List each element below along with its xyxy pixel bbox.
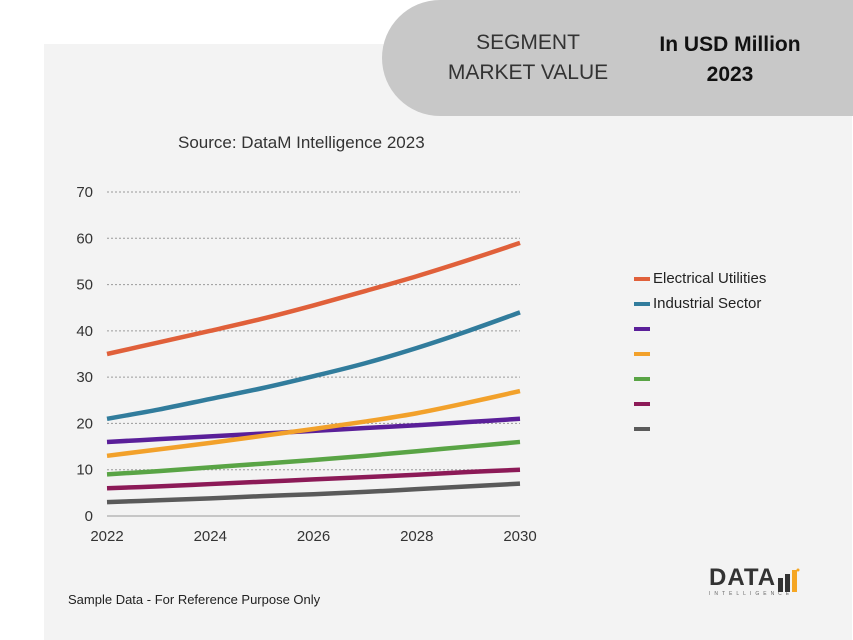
series-line-2	[106, 310, 521, 422]
chart-title: Source: DataM Intelligence 2023	[178, 133, 425, 152]
datam-logo: DATA INTELLIGENCE	[709, 564, 800, 597]
legend-item-6	[634, 391, 766, 416]
segment-heading-line1: SEGMENT	[476, 31, 580, 54]
legend-item-3	[634, 316, 766, 341]
legend-item-5	[634, 366, 766, 391]
y-tick-label: 50	[76, 277, 93, 294]
legend-label: Electrical Utilities	[653, 270, 767, 287]
legend-swatch	[634, 351, 650, 356]
chart-legend: Electrical Utilities Industrial Sector	[634, 266, 766, 441]
legend-swatch	[634, 376, 650, 381]
x-tick-label: 2022	[90, 528, 123, 545]
currency-heading: In USD Million 2023	[640, 30, 820, 90]
y-tick-label: 60	[76, 230, 93, 247]
x-tick-label: 2028	[400, 528, 433, 545]
y-tick-label: 40	[76, 323, 93, 340]
currency-heading-line2: 2023	[706, 63, 754, 86]
y-tick-label: 10	[76, 462, 93, 479]
x-tick-label: 2024	[194, 528, 227, 545]
legend-swatch	[634, 326, 650, 331]
y-tick-label: 0	[85, 508, 93, 525]
logo-main-text: DATA	[709, 564, 777, 591]
currency-heading-line1: In USD Million	[659, 33, 801, 56]
segment-heading-line2: MARKET VALUE	[447, 61, 609, 84]
legend-swatch	[634, 276, 650, 281]
x-tick-label: 2026	[297, 528, 330, 545]
legend-item-7	[634, 416, 766, 441]
y-tick-label: 30	[76, 369, 93, 386]
legend-item-1: Electrical Utilities	[634, 266, 766, 291]
chart-card	[44, 44, 852, 640]
footer-note: Sample Data - For Reference Purpose Only	[68, 592, 321, 607]
x-tick-label: 2030	[503, 528, 536, 545]
legend-swatch	[634, 401, 650, 406]
legend-item-2: Industrial Sector	[634, 291, 766, 316]
legend-swatch	[634, 301, 650, 306]
y-tick-label: 70	[76, 184, 93, 201]
logo-sub-text: INTELLIGENCE	[709, 591, 794, 597]
series-line-1	[106, 240, 521, 357]
legend-swatch	[634, 426, 650, 431]
legend-label: Industrial Sector	[653, 295, 762, 312]
series-line-7	[106, 481, 521, 505]
logo-bars-icon	[778, 568, 800, 592]
legend-item-4	[634, 341, 766, 366]
series-line-5	[106, 439, 521, 477]
series-line-6	[106, 467, 521, 491]
series-line-4	[106, 388, 521, 459]
y-tick-label: 20	[76, 415, 93, 432]
segment-heading: SEGMENT MARKET VALUE	[428, 28, 628, 88]
header-banner	[382, 0, 853, 116]
